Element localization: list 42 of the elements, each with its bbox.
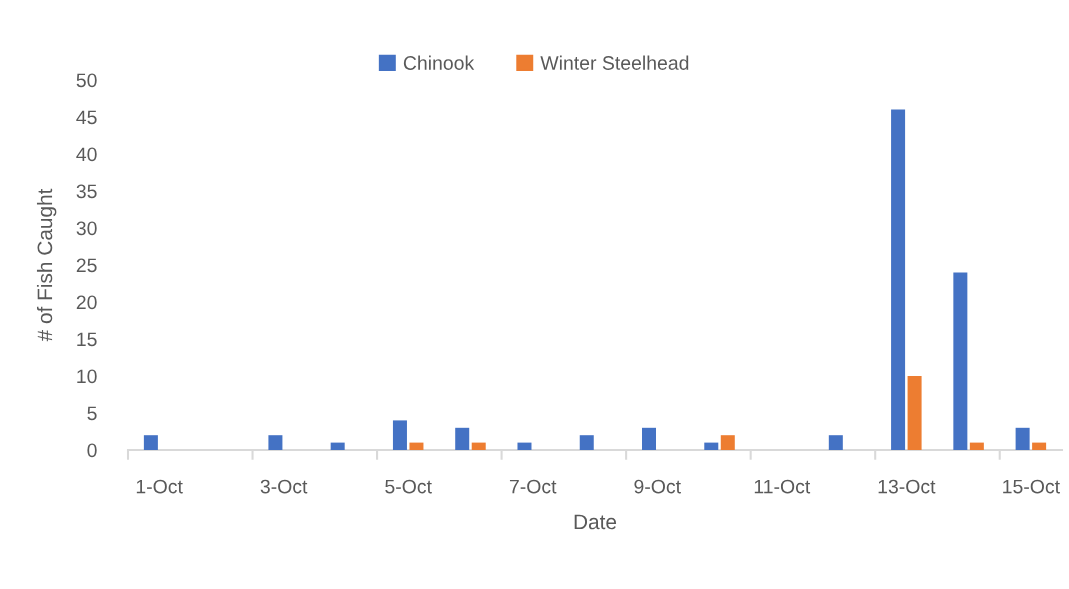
y-tick-label: 20: [76, 295, 97, 310]
bar: [268, 435, 283, 450]
y-tick-label: 45: [76, 110, 97, 125]
bar: [409, 442, 424, 450]
y-axis-title: # of Fish Caught: [36, 188, 57, 342]
x-tick-label: 3-Oct: [260, 479, 308, 494]
y-tick-label: 0: [87, 443, 97, 458]
bar: [953, 272, 968, 450]
legend-label: Chinook: [403, 55, 475, 70]
y-tick-label: 15: [77, 332, 97, 347]
x-tick-label: 9-Oct: [634, 479, 681, 494]
x-tick-label: 11-Oct: [754, 479, 811, 494]
bar: [1015, 427, 1030, 450]
bar: [720, 435, 735, 450]
bar: [517, 442, 532, 450]
bar: [969, 442, 984, 450]
bar: [891, 109, 906, 450]
y-tick-label: 40: [76, 147, 97, 162]
x-tick-label: 1-Oct: [136, 479, 183, 494]
x-tick-label: 7-Oct: [509, 479, 557, 494]
x-tick-label: 5-Oct: [385, 479, 432, 494]
bar: [642, 427, 657, 450]
y-tick-label: 5: [87, 406, 97, 421]
x-tick-label: 15-Oct: [1003, 479, 1060, 494]
bar: [704, 442, 719, 450]
x-tick-label: 13-Oct: [878, 479, 936, 494]
bar: [471, 442, 486, 450]
bar: [392, 420, 407, 450]
y-tick-label: 50: [76, 73, 97, 88]
bar: [143, 435, 158, 450]
bar: [1032, 442, 1047, 450]
bar: [330, 442, 345, 450]
y-tick-label: 30: [76, 221, 97, 236]
bar: [579, 435, 594, 450]
y-tick-label: 25: [76, 258, 97, 273]
bar: [828, 435, 843, 450]
bar: [455, 427, 470, 450]
y-tick-label: 10: [77, 369, 97, 384]
bar: [907, 376, 922, 450]
x-axis-title: Date: [574, 514, 617, 530]
legend-label: Winter Steelhead: [540, 55, 689, 70]
y-tick-label: 35: [76, 184, 97, 199]
